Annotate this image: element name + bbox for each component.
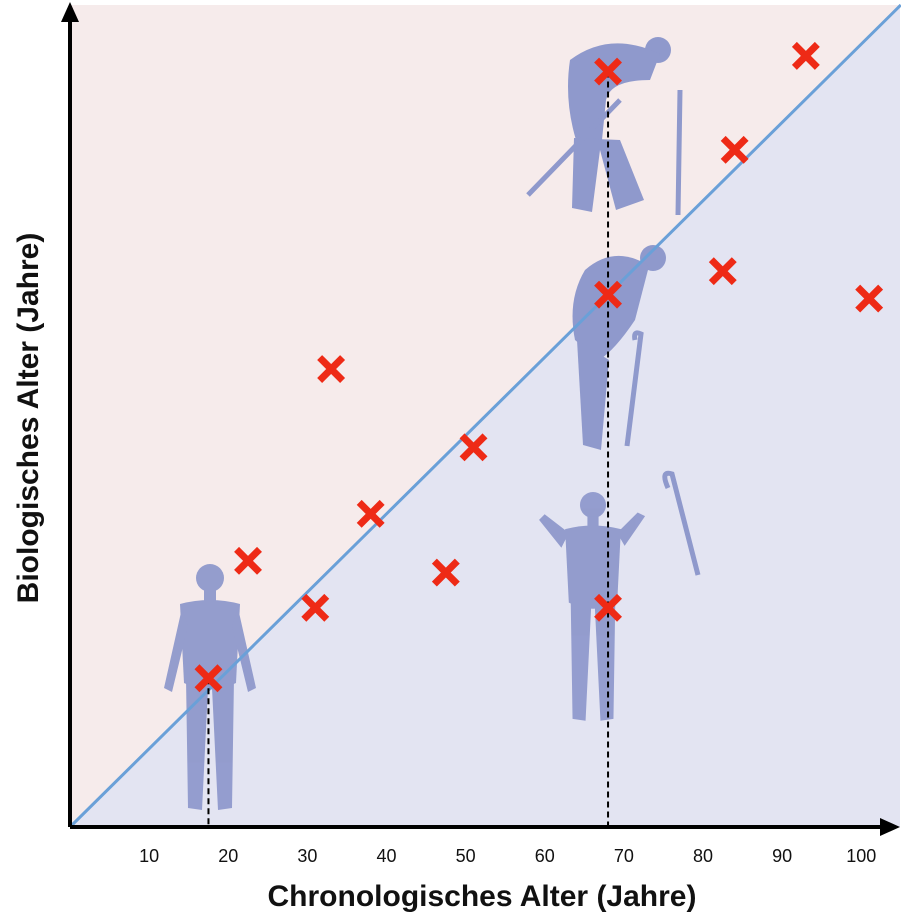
average-older-cane bbox=[624, 330, 644, 447]
x-tick-label-90: 90 bbox=[772, 846, 792, 866]
average-older-legs bbox=[577, 340, 609, 450]
data-point-11 bbox=[708, 257, 737, 286]
x-tick-label-20: 20 bbox=[218, 846, 238, 866]
data-point-5 bbox=[356, 499, 385, 528]
x-tick-label-70: 70 bbox=[614, 846, 634, 866]
fit-older-adult-figure-arms bbox=[539, 512, 646, 548]
average-older-adult-figure bbox=[572, 245, 666, 450]
data-point-2 bbox=[234, 546, 262, 575]
x-tick-label-100: 100 bbox=[846, 846, 876, 866]
fit-older-adult-figure-torso bbox=[565, 525, 621, 609]
young-adult-figure-arms bbox=[164, 608, 256, 692]
data-point-10 bbox=[594, 57, 622, 86]
x-tick-label-60: 60 bbox=[535, 846, 555, 866]
axes bbox=[61, 2, 900, 836]
young-adult-figure-head bbox=[196, 564, 224, 592]
data-point-4 bbox=[317, 355, 346, 383]
average-older-torso bbox=[572, 255, 649, 360]
young-adult-figure-legs bbox=[186, 678, 234, 810]
x-tick-label-10: 10 bbox=[139, 846, 159, 866]
x-axis-arrow bbox=[880, 818, 900, 836]
x-tick-labels: 10 20 30 40 50 60 70 80 90 100 bbox=[139, 846, 876, 866]
x-axis-title: Chronologisches Alter (Jahre) bbox=[268, 880, 697, 913]
data-point-8 bbox=[594, 593, 622, 622]
frail-older-canes bbox=[526, 89, 683, 216]
fit-older-adult-figure-head bbox=[579, 491, 607, 519]
young-adult-figure-torso bbox=[180, 600, 240, 690]
x-tick-label-40: 40 bbox=[376, 846, 396, 866]
x-tick-label-30: 30 bbox=[297, 846, 317, 866]
fit-older-cane bbox=[662, 470, 701, 576]
guide-lines bbox=[207, 71, 610, 827]
y-axis-title: Biologisches Alter (Jahre) bbox=[12, 233, 45, 604]
data-point-13 bbox=[791, 41, 820, 70]
data-point-14 bbox=[855, 284, 884, 313]
data-point-1 bbox=[194, 664, 223, 693]
data-point-12 bbox=[720, 135, 749, 164]
data-point-7 bbox=[459, 433, 488, 462]
fit-older-adult-figure-legs bbox=[570, 598, 616, 721]
data-points bbox=[194, 41, 884, 693]
x-tick-label-80: 80 bbox=[693, 846, 713, 866]
data-point-9 bbox=[594, 280, 622, 309]
data-point-6 bbox=[431, 558, 460, 587]
y-axis-arrow bbox=[61, 2, 79, 22]
young-adult-figure-neck bbox=[204, 590, 216, 602]
young-adult-figure bbox=[164, 564, 256, 810]
x-tick-label-50: 50 bbox=[456, 846, 476, 866]
data-point-3 bbox=[301, 593, 330, 622]
fit-older-adult-figure-neck bbox=[587, 516, 599, 528]
frail-older-torso bbox=[568, 43, 660, 140]
fit-older-adult-figure bbox=[539, 491, 646, 721]
